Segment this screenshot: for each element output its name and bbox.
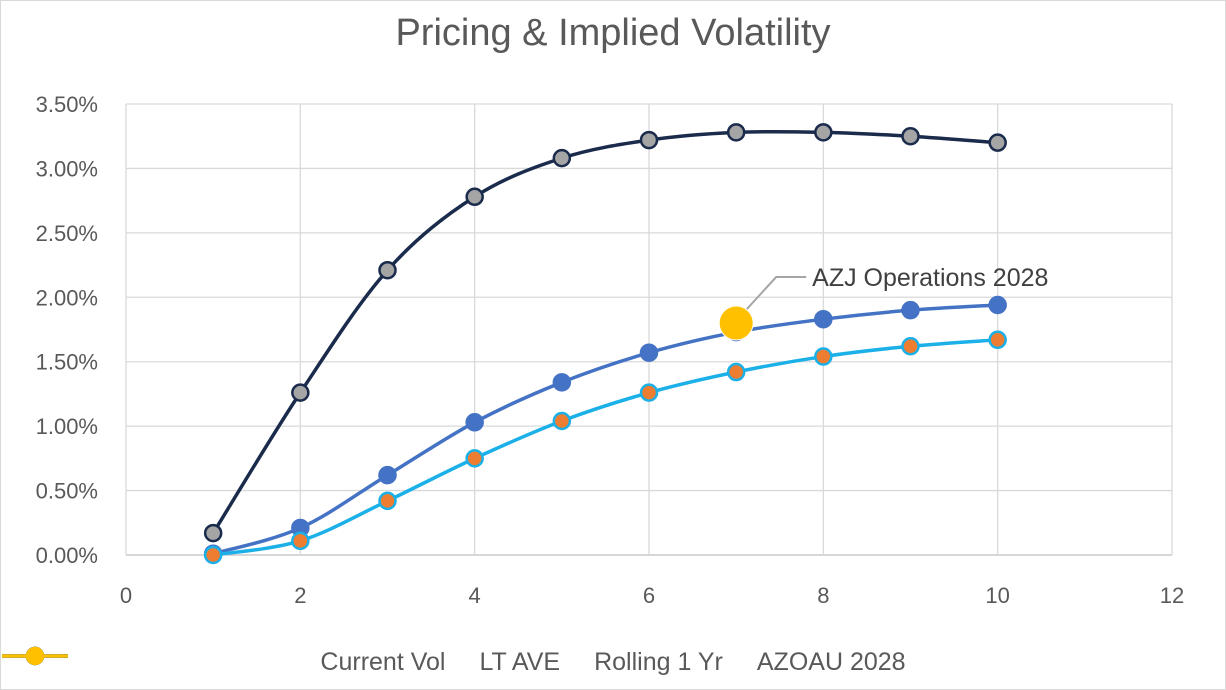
data-point-rolling-1-yr [465,187,484,207]
legend-label: Current Vol [320,647,446,676]
x-tick-label: 0 [120,583,132,608]
data-point-current-vol [988,295,1007,315]
data-point-rolling-1-yr [203,523,223,543]
y-tick-label: 2.00% [36,285,98,310]
x-tick-label: 6 [643,583,655,608]
y-tick-label: 2.50% [36,221,98,246]
data-point-current-vol [639,343,659,362]
data-point-rolling-1-yr [901,126,920,146]
y-tick-label: 1.50% [36,350,98,375]
legend-label: Rolling 1 Yr [594,647,723,676]
legend-swatch-marker [25,646,45,666]
series-line-rolling-1-yr [211,129,998,535]
chart-legend: Current Vol LT AVE Rolling 1 Yr AZOAU 2028 [0,644,1226,680]
data-point-current-vol [552,373,572,392]
annotation-label: AZJ Operations 2028 [812,264,1048,292]
y-tick-label: 3.50% [36,92,98,117]
data-point-current-vol [465,413,484,432]
data-point-rolling-1-yr [988,133,1007,152]
data-point-current-vol [378,465,397,485]
data-point-lt-ave [465,449,484,468]
legend-label: LT AVE [479,647,561,676]
legend-item-current-vol: Current Vol [2,646,446,677]
x-tick-label: 2 [294,583,306,608]
x-tick-label: 8 [817,583,829,608]
x-tick-label: 4 [469,583,481,608]
series-line-lt-ave [212,338,998,557]
data-point-lt-ave [639,383,659,402]
legend-item-lt-ave: LT AVE [2,646,561,677]
data-point-lt-ave [552,411,572,431]
data-point-current-vol [901,300,920,320]
data-point-rolling-1-yr [291,383,310,402]
data-point-lt-ave [988,330,1007,350]
y-tick-label: 3.00% [36,156,98,181]
series-line-current-vol [212,303,998,556]
annotation-leader-line [731,276,807,326]
y-tick-label: 1.00% [36,414,98,439]
data-point-rolling-1-yr [814,123,833,142]
data-point-lt-ave [726,362,746,382]
data-point-rolling-1-yr [552,148,572,168]
data-point-current-vol [814,309,833,329]
legend-swatch-azoau-2028 [2,646,68,666]
chart-title: Pricing & Implied Volatility [395,12,831,54]
x-tick-label: 10 [985,583,1009,608]
data-point-rolling-1-yr [726,123,746,142]
legend-label: AZOAU 2028 [756,647,906,676]
legend-item-rolling-1-yr: Rolling 1 Yr [2,646,723,677]
data-point-lt-ave [814,347,833,366]
data-point-lt-ave [901,337,920,356]
data-point-lt-ave [378,491,397,511]
data-point-lt-ave [291,531,310,551]
y-tick-label: 0.00% [36,543,98,568]
data-point-rolling-1-yr [639,130,659,150]
legend-item-azoau-2028: AZOAU 2028 [2,646,906,677]
x-tick-label: 12 [1160,583,1184,608]
data-point-rolling-1-yr [378,260,397,280]
data-point-lt-ave [203,545,223,565]
data-point-azoau-2028 [718,305,754,341]
y-tick-label: 0.50% [36,479,98,504]
